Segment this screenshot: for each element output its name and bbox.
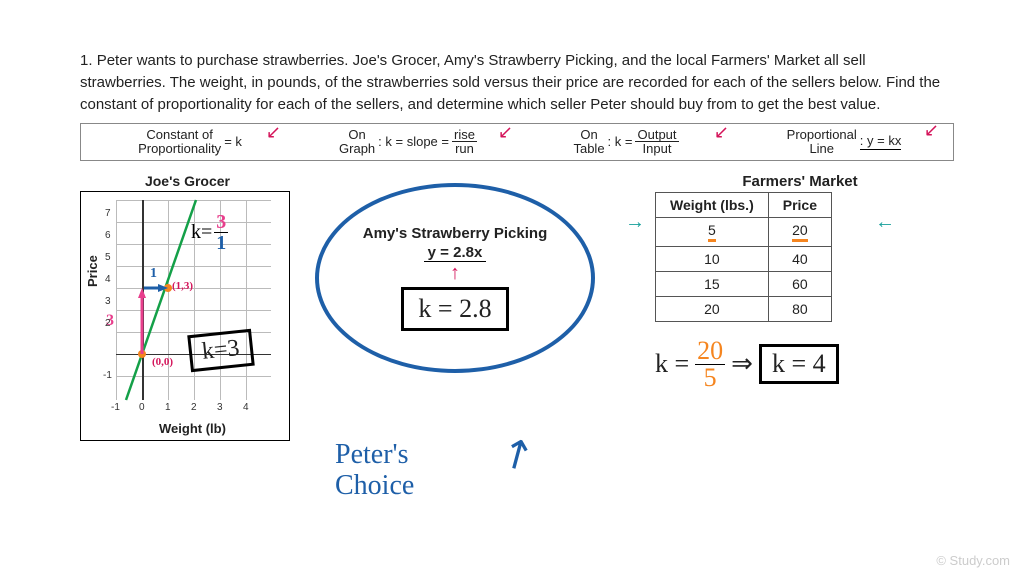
formula-on-graph: OnGraph : k = slope = riserun ↙ bbox=[299, 124, 517, 159]
table-row: 2080 bbox=[656, 296, 832, 321]
formula-proportional-line: ProportionalLine : y = kx ↙ bbox=[735, 124, 953, 159]
table-row: 520 bbox=[656, 217, 832, 246]
table-row: 1040 bbox=[656, 246, 832, 271]
amy-k-box: k = 2.8 bbox=[401, 287, 508, 331]
amy-circle: Amy's Strawberry Picking y = 2.8x ↑ k = … bbox=[315, 183, 595, 373]
problem-text: 1. Peter wants to purchase strawberries.… bbox=[80, 50, 954, 115]
teal-arrow-icon: ← bbox=[875, 211, 895, 234]
joes-grocer-panel: Joe's Grocer bbox=[80, 173, 295, 441]
amy-title: Amy's Strawberry Picking bbox=[363, 225, 547, 242]
joes-title: Joe's Grocer bbox=[80, 173, 295, 189]
up-arrow-icon: ↑ bbox=[450, 262, 460, 285]
farmers-k-calc: k = 205 ⇒ k = 4 bbox=[655, 338, 945, 391]
farmers-title: Farmers' Market bbox=[655, 173, 945, 190]
point-label: (0,0) bbox=[152, 356, 173, 368]
formula-on-table: OnTable : k = OutputInput ↙ bbox=[517, 124, 735, 159]
red-arrow-icon: ↙ bbox=[266, 122, 281, 143]
red-arrow-icon: ↙ bbox=[714, 122, 729, 143]
peters-choice-label: Peter'sChoice bbox=[335, 440, 414, 502]
formula-row: Constant ofProportionality = k ↙ OnGraph… bbox=[80, 123, 954, 160]
teal-arrow-icon: → bbox=[625, 211, 645, 234]
table-row: 1560 bbox=[656, 271, 832, 296]
x-axis-label: Weight (lb) bbox=[159, 421, 226, 436]
run-value: 1 bbox=[150, 266, 157, 282]
red-arrow-icon: ↙ bbox=[498, 122, 513, 143]
problem-body: Peter wants to purchase strawberries. Jo… bbox=[80, 52, 940, 113]
y-axis-label: Price bbox=[85, 255, 100, 287]
amys-panel: Amy's Strawberry Picking y = 2.8x ↑ k = … bbox=[305, 173, 605, 373]
farmers-panel: Farmers' Market → ← Weight (lbs.)Price 5… bbox=[615, 173, 945, 391]
farmers-table: Weight (lbs.)Price 520 1040 1560 2080 bbox=[655, 192, 832, 322]
red-arrow-icon: ↙ bbox=[924, 120, 939, 141]
problem-number: 1. bbox=[80, 52, 93, 69]
watermark: © Study.com bbox=[936, 553, 1010, 568]
point-label: (1,3) bbox=[172, 280, 193, 292]
k-fraction: k= 31 bbox=[191, 212, 228, 253]
amy-equation: y = 2.8x bbox=[424, 244, 487, 262]
joes-graph: (0,0) (1,3) 3 1 -1 0 1 2 3 4 -1 2 3 4 5 … bbox=[80, 191, 290, 441]
k-result-box: k=3 bbox=[187, 328, 254, 371]
formula-constant-of-prop: Constant ofProportionality = k ↙ bbox=[81, 124, 299, 159]
